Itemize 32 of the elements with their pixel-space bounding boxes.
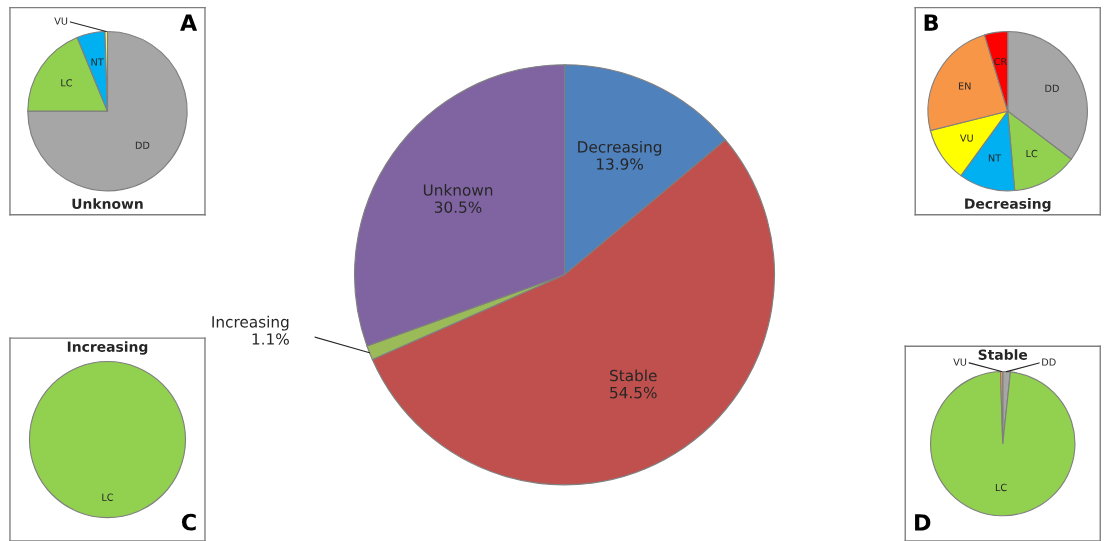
slice-label: LC [61,79,73,87]
slice-label: DD [135,141,150,149]
slice-label: VU [953,358,967,366]
slice-label: NT [988,154,1002,162]
slice-label: NT [91,58,104,66]
slice-label: Stable [610,369,657,382]
chart-title: Stable [978,349,1028,360]
text: D [915,514,931,531]
text: C [181,513,196,531]
data-label: 1.1% [252,333,289,345]
data-label: 30.5% [434,201,482,213]
pie-slice [929,370,1076,517]
slice-label: VU [959,134,973,142]
text: Unknown [72,198,143,209]
text: Decreasing [965,198,1051,212]
text: A [180,14,198,31]
slice-label: LC [102,493,114,501]
slice-label: Increasing [212,315,289,331]
slice-label: Unknown [423,184,493,196]
slice-label: VU [54,17,68,25]
slice-label: EN [958,82,971,90]
data-label: 13.9% [596,158,644,170]
data-label: 54.5% [610,386,657,399]
slice-label: LC [995,483,1007,492]
slice-label: CR [994,57,1007,66]
pie-slice [27,30,188,192]
slice-label: DD [1045,84,1059,92]
slice-label: LC [1026,149,1038,158]
slice-label: DD [1042,358,1056,366]
chart-title: Increasing [67,341,148,355]
text: B [924,14,938,31]
slice-label: Decreasing [578,140,662,156]
